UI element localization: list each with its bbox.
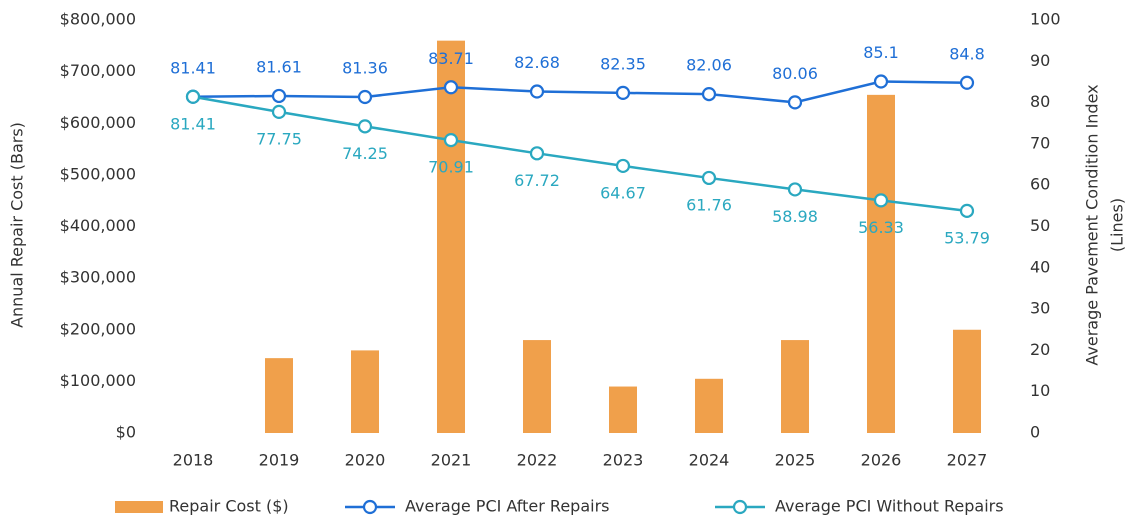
data-label: 81.61 — [256, 57, 302, 76]
line-marker — [787, 182, 803, 197]
data-label: 58.98 — [772, 207, 818, 226]
y-tick-label: $400,000 — [60, 216, 136, 235]
y-tick-label: $100,000 — [60, 371, 136, 390]
x-tick-label: 2022 — [517, 451, 558, 470]
data-label: 82.68 — [514, 53, 560, 72]
x-tick-label: 2023 — [603, 451, 644, 470]
x-tick-label: 2027 — [947, 451, 988, 470]
y2-tick-label: 100 — [1030, 10, 1061, 29]
bar — [781, 340, 809, 433]
x-tick-label: 2024 — [689, 451, 730, 470]
line-marker — [271, 104, 287, 119]
x-tick-label: 2025 — [775, 451, 816, 470]
x-tick-label: 2026 — [861, 451, 902, 470]
line-marker — [357, 119, 373, 134]
line-marker — [357, 89, 373, 105]
x-tick-label: 2020 — [345, 451, 386, 470]
line-marker — [615, 158, 631, 174]
line-marker — [701, 86, 717, 102]
y2-tick-label: 60 — [1030, 175, 1050, 194]
y-tick-label: $200,000 — [60, 319, 136, 338]
data-label: 77.75 — [256, 129, 302, 148]
data-label: 83.71 — [428, 49, 474, 68]
y2-tick-label: 0 — [1030, 423, 1040, 442]
y-axis-title: Annual Repair Cost (Bars) — [8, 122, 27, 328]
line-marker — [443, 133, 459, 148]
y-tick-label: $300,000 — [60, 268, 136, 287]
legend-label: Repair Cost ($) — [169, 497, 289, 516]
bar — [609, 386, 637, 433]
data-label: 81.41 — [170, 114, 216, 133]
data-label: 64.67 — [600, 183, 646, 202]
line-marker — [959, 203, 975, 218]
line-marker — [271, 88, 287, 104]
legend-marker — [362, 499, 378, 515]
legend-swatch — [115, 501, 163, 513]
data-label: 67.72 — [514, 171, 560, 190]
data-label: 82.35 — [600, 54, 646, 73]
x-tick-label: 2019 — [259, 451, 300, 470]
data-label: 84.8 — [949, 44, 985, 63]
line-marker — [873, 74, 889, 89]
y2-axis-title: Average Pavement Condition Index — [1083, 84, 1102, 365]
y-tick-label: $0 — [116, 423, 136, 442]
data-label: 80.06 — [772, 64, 818, 83]
line-marker — [701, 170, 717, 186]
x-tick-label: 2018 — [173, 451, 214, 470]
y2-tick-label: 50 — [1030, 216, 1050, 235]
data-label: 70.91 — [428, 158, 474, 177]
y-tick-label: $700,000 — [60, 61, 136, 80]
data-label: 81.36 — [342, 58, 388, 77]
y2-tick-label: 10 — [1030, 381, 1050, 400]
legend-marker — [732, 499, 748, 515]
line-marker — [959, 75, 975, 90]
y2-tick-label: 30 — [1030, 299, 1050, 318]
line-marker — [443, 80, 459, 95]
data-label: 61.76 — [686, 195, 732, 214]
bar — [695, 378, 723, 433]
bar — [867, 94, 895, 433]
y2-tick-label: 20 — [1030, 340, 1050, 359]
y2-tick-label: 40 — [1030, 257, 1050, 276]
y-tick-label: $800,000 — [60, 10, 136, 29]
line-marker — [529, 84, 545, 99]
bar — [953, 329, 981, 433]
y2-axis-title: (Lines) — [1108, 198, 1127, 252]
y2-tick-label: 90 — [1030, 51, 1050, 70]
x-tick-label: 2021 — [431, 451, 472, 470]
data-label: 53.79 — [944, 228, 990, 247]
bar — [265, 358, 293, 433]
legend-label: Average PCI Without Repairs — [775, 497, 1004, 516]
bar — [351, 350, 379, 433]
line — [192, 95, 968, 213]
data-label: 81.41 — [170, 58, 216, 77]
y2-tick-label: 70 — [1030, 133, 1050, 152]
y2-tick-label: 80 — [1030, 92, 1050, 111]
line-marker — [185, 89, 201, 104]
line — [192, 80, 968, 104]
data-label: 82.06 — [686, 56, 732, 75]
line-marker — [787, 95, 803, 110]
bar — [523, 340, 551, 433]
legend-label: Average PCI After Repairs — [405, 497, 609, 516]
bar — [437, 40, 465, 434]
line-marker — [529, 146, 545, 161]
data-label: 56.33 — [858, 218, 904, 237]
data-label: 74.25 — [342, 144, 388, 163]
y-tick-label: $500,000 — [60, 164, 136, 183]
data-label: 85.1 — [863, 43, 899, 62]
y-tick-label: $600,000 — [60, 113, 136, 132]
line-marker — [873, 193, 889, 208]
line-marker — [615, 85, 631, 100]
